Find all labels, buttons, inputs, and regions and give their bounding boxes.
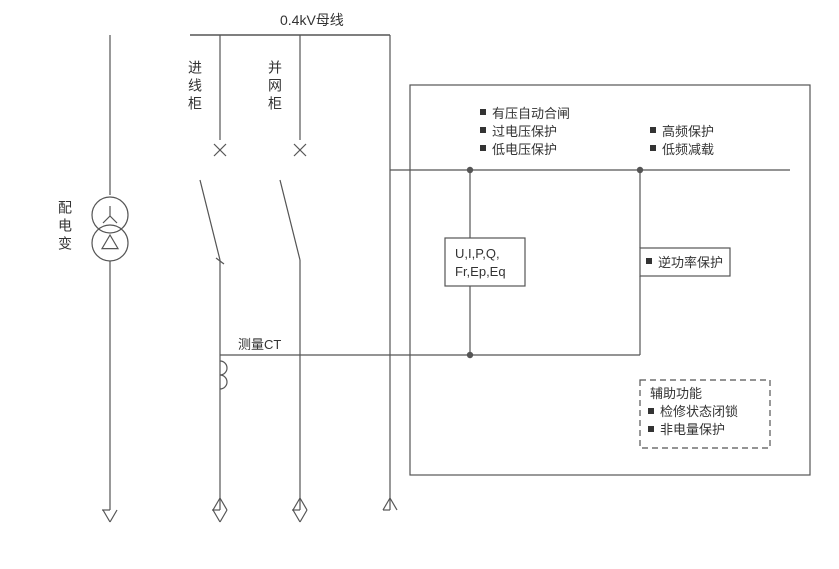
svg-text:有压自动合闸: 有压自动合闸 xyxy=(492,106,570,121)
measure-box-text-1: Fr,Ep,Eq xyxy=(455,264,506,279)
grid-label: 并网柜 xyxy=(267,60,283,114)
busbar-label: 0.4kV母线 xyxy=(280,12,344,28)
prot-left-2: 低电压保护 xyxy=(480,142,557,157)
measure-box-text-0: U,I,P,Q, xyxy=(455,246,500,261)
ct-coil-1 xyxy=(220,361,227,375)
transformer-coil-bot xyxy=(92,225,128,261)
prot-right-0: 高频保护 xyxy=(650,124,714,139)
prot-right-1: 低频减载 xyxy=(650,142,714,157)
ct-label: 测量CT xyxy=(238,337,281,352)
svg-text:过电压保护: 过电压保护 xyxy=(492,124,557,139)
svg-text:低频减载: 低频减载 xyxy=(662,142,714,157)
incoming-breaker xyxy=(200,180,220,260)
grid-breaker xyxy=(280,180,300,260)
svg-text:高频保护: 高频保护 xyxy=(662,124,714,139)
protection-panel xyxy=(410,85,810,475)
ct-coil-2 xyxy=(220,375,227,389)
incoming-label: 进线柜 xyxy=(187,60,203,114)
aux-item-1: 非电量保护 xyxy=(660,422,725,437)
aux-title: 辅助功能 xyxy=(650,386,702,401)
svg-text:低电压保护: 低电压保护 xyxy=(492,142,557,157)
transformer-label: 配电变 xyxy=(57,200,73,254)
aux-item-0: 检修状态闭锁 xyxy=(660,404,738,419)
prot-left-0: 有压自动合闸 xyxy=(480,106,570,121)
prot-left-1: 过电压保护 xyxy=(480,124,557,139)
reverse-power-label: 逆功率保护 xyxy=(658,255,723,270)
